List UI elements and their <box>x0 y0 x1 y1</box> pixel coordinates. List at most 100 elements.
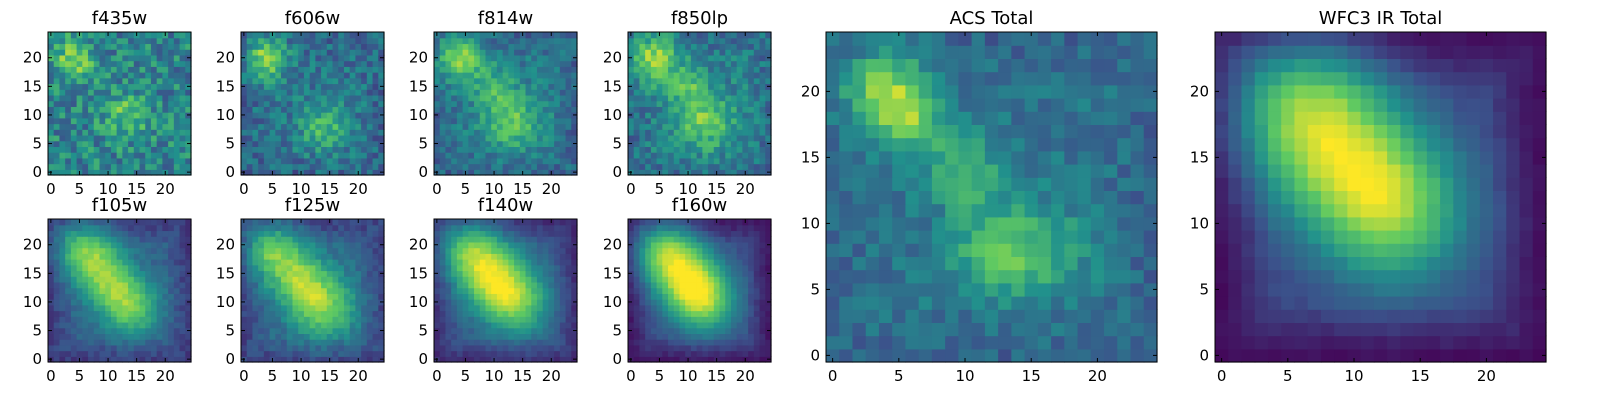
heatmap-cell <box>82 100 89 107</box>
heatmap-cell <box>139 247 146 254</box>
heatmap-cell <box>246 230 254 237</box>
heatmap-cell <box>349 241 356 249</box>
heatmap-cell <box>59 304 66 312</box>
heatmap-cell <box>679 43 686 50</box>
heatmap-cell <box>303 310 311 317</box>
heatmap-cell <box>105 293 112 300</box>
heatmap-cell <box>748 123 755 130</box>
heatmap-cell <box>65 37 72 45</box>
heatmap-cell <box>275 333 282 340</box>
heatmap-cell <box>479 112 487 119</box>
heatmap-cell <box>571 321 578 329</box>
heatmap-cell <box>479 299 487 306</box>
heatmap-cell <box>133 83 141 90</box>
heatmap-cell <box>263 270 271 277</box>
heatmap-cell <box>765 123 772 130</box>
heatmap-cell <box>713 49 721 56</box>
heatmap-cell <box>185 43 192 50</box>
heatmap-cell <box>70 77 78 85</box>
heatmap-cell <box>571 43 578 50</box>
heatmap-cell <box>326 293 334 300</box>
heatmap-cell <box>690 140 698 147</box>
heatmap-cell <box>275 339 282 346</box>
heatmap-cell <box>451 293 458 300</box>
heatmap-cell <box>298 129 305 136</box>
heatmap-cell <box>48 264 55 272</box>
heatmap-cell <box>462 236 469 243</box>
heatmap-cell <box>536 32 544 39</box>
heatmap-cell <box>298 276 305 283</box>
heatmap-cell <box>258 259 265 266</box>
heatmap-cell <box>332 350 339 357</box>
heatmap-cell <box>133 66 141 73</box>
heatmap-cell <box>628 77 635 85</box>
heatmap-cell <box>753 163 761 170</box>
heatmap-cell <box>633 134 641 142</box>
heatmap-cell <box>269 83 276 90</box>
heatmap-cell <box>241 264 248 272</box>
heatmap-cell <box>690 270 698 277</box>
heatmap-cell <box>439 230 447 237</box>
heatmap-cell <box>639 94 646 102</box>
heatmap-cell <box>263 293 271 300</box>
heatmap-cell <box>168 293 175 300</box>
heatmap-cell <box>298 327 305 334</box>
heatmap-cell <box>434 94 441 102</box>
heatmap-cell <box>263 32 271 39</box>
heatmap-cell <box>736 72 743 79</box>
heatmap-cell <box>122 89 129 96</box>
heatmap-cell <box>258 117 265 125</box>
heatmap-cell <box>116 49 123 56</box>
heatmap-cell <box>366 333 374 340</box>
heatmap-cell <box>70 299 78 306</box>
heatmap-cell <box>451 247 458 254</box>
heatmap-cell <box>765 333 772 340</box>
heatmap-cell <box>662 321 669 329</box>
heatmap-cell <box>451 77 458 85</box>
heatmap-cell <box>366 100 374 107</box>
heatmap-cell <box>468 310 475 317</box>
heatmap-cell <box>742 157 749 165</box>
heatmap-cell <box>485 146 492 153</box>
heatmap-cell <box>241 134 248 142</box>
heatmap-cell <box>759 112 766 119</box>
heatmap-cell <box>372 146 379 153</box>
heatmap-cell <box>702 60 709 67</box>
heatmap-cell <box>685 94 692 102</box>
heatmap-cell <box>82 134 89 142</box>
heatmap-cell <box>185 253 192 260</box>
heatmap-cell <box>730 327 738 334</box>
heatmap-cell <box>366 304 374 312</box>
heatmap-cell <box>502 37 509 45</box>
heatmap-cell <box>241 276 248 283</box>
heatmap-cell <box>445 350 452 357</box>
heatmap-cell <box>162 333 169 340</box>
heatmap-cell <box>519 152 527 159</box>
heatmap-cell <box>719 333 726 340</box>
x-tick-label: 20 <box>542 367 561 385</box>
heatmap-cell <box>292 49 299 56</box>
heatmap-cell <box>685 89 692 96</box>
heatmap-cell <box>70 112 78 119</box>
heatmap-cell <box>565 333 572 340</box>
heatmap-cell <box>133 293 141 300</box>
heatmap-cell <box>275 123 282 130</box>
heatmap-cell <box>668 163 675 170</box>
heatmap-cell <box>725 83 732 90</box>
heatmap-cell <box>275 316 282 323</box>
heatmap-cell <box>468 219 475 226</box>
heatmap-cell <box>53 259 61 266</box>
heatmap-cell <box>110 247 118 254</box>
heatmap-cell <box>246 304 254 312</box>
heatmap-cell <box>93 129 101 136</box>
heatmap-cell <box>246 60 254 67</box>
heatmap-cell <box>378 230 385 237</box>
heatmap-cell <box>679 276 686 283</box>
heatmap-cell <box>173 106 181 113</box>
heatmap-cell <box>730 66 738 73</box>
heatmap-cell <box>759 146 766 153</box>
heatmap-cell <box>361 287 368 294</box>
heatmap-cell <box>559 163 567 170</box>
heatmap-cell <box>59 112 66 119</box>
heatmap-cell <box>76 37 83 45</box>
